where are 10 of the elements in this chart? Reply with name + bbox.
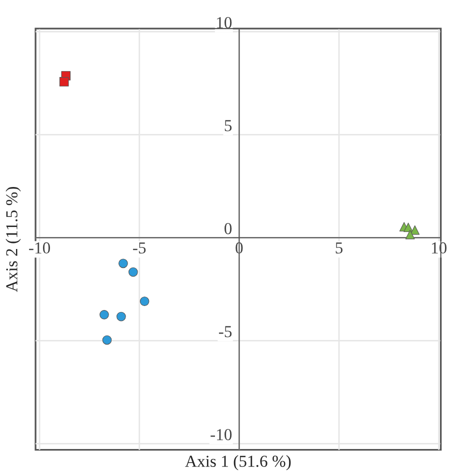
- y-tick-label: 5: [224, 120, 232, 132]
- y-tick-label: 0: [224, 223, 232, 234]
- y-tick-label: -5: [218, 326, 232, 338]
- x-tick-label: 5: [336, 242, 343, 254]
- y-tick-label: 10: [217, 17, 232, 28]
- y-axis-title: Axis 2 (11.5 %): [6, 187, 21, 292]
- x-axis-title: Axis 1 (51.6 %): [185, 455, 291, 470]
- x-tick-label: -5: [133, 242, 146, 254]
- y-tick-label: -10: [210, 429, 232, 440]
- x-tick-label: -10: [29, 242, 50, 254]
